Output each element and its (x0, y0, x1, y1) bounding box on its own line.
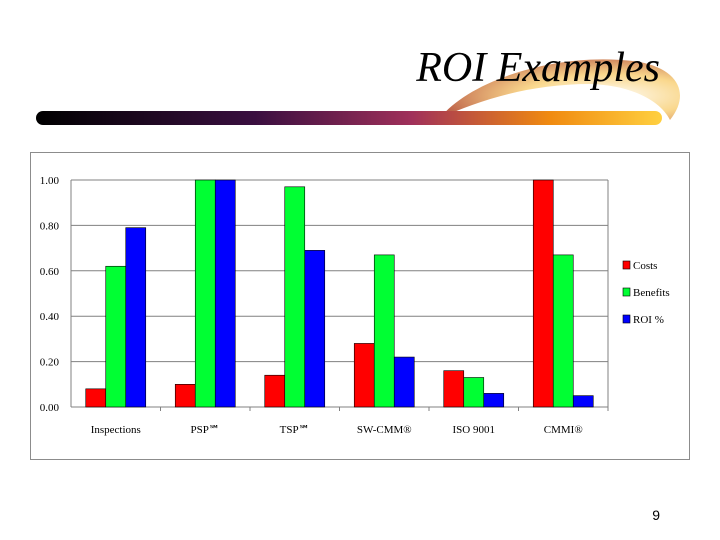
x-category-label: PSP℠ (190, 424, 220, 436)
y-tick-label: 0.80 (40, 220, 60, 232)
bar-roi--4 (483, 393, 505, 408)
legend-label: Costs (633, 260, 657, 272)
bar-costs-5 (532, 179, 554, 408)
y-tick-label: 0.40 (40, 311, 60, 323)
swoosh-arc (440, 59, 680, 120)
bar-roi--0 (125, 227, 147, 408)
title-swoosh-decoration (36, 59, 680, 125)
bar-costs-1 (174, 384, 196, 408)
x-category-label: TSP℠ (280, 424, 310, 436)
legend-label: Benefits (633, 287, 670, 299)
bar-benefits-4 (463, 377, 485, 408)
title-underline-bar (36, 111, 662, 125)
x-category-label: SW-CMM® (357, 424, 412, 436)
bar-costs-2 (264, 374, 286, 408)
bar-costs-4 (443, 370, 465, 408)
bar-benefits-0 (105, 265, 127, 408)
y-tick-label: 1.00 (40, 175, 60, 187)
y-tick-label: 0.60 (40, 266, 60, 278)
bar-benefits-2 (284, 186, 306, 408)
bar-roi--5 (572, 395, 594, 408)
bar-benefits-3 (373, 254, 395, 408)
legend-swatch (622, 314, 631, 324)
bar-roi--2 (304, 250, 326, 408)
x-category-label: CMMI® (544, 424, 583, 436)
y-tick-label: 0.20 (40, 357, 60, 369)
x-category-label: Inspections (91, 424, 141, 436)
bar-costs-0 (85, 388, 107, 408)
x-category-label: ISO 9001 (453, 424, 495, 436)
slide-title: ROI Examples (416, 45, 660, 91)
legend-swatch (622, 260, 631, 270)
bar-roi--3 (393, 356, 415, 408)
bar-costs-3 (353, 343, 375, 408)
bar-benefits-5 (552, 254, 574, 408)
bar-roi--1 (214, 179, 236, 408)
bar-benefits-1 (194, 179, 216, 408)
chart-frame: 0.00 0.20 0.40 0.60 0.80 1.00 Inspections PSP℠ T… (30, 152, 690, 460)
bar-chart: 0.00 0.20 0.40 0.60 0.80 1.00 Inspections PSP℠ T… (40, 175, 670, 436)
legend-swatch (622, 287, 631, 297)
y-tick-label: 0.00 (40, 402, 60, 414)
legend-label: ROI % (633, 314, 664, 326)
page-number: 9 (652, 507, 660, 523)
